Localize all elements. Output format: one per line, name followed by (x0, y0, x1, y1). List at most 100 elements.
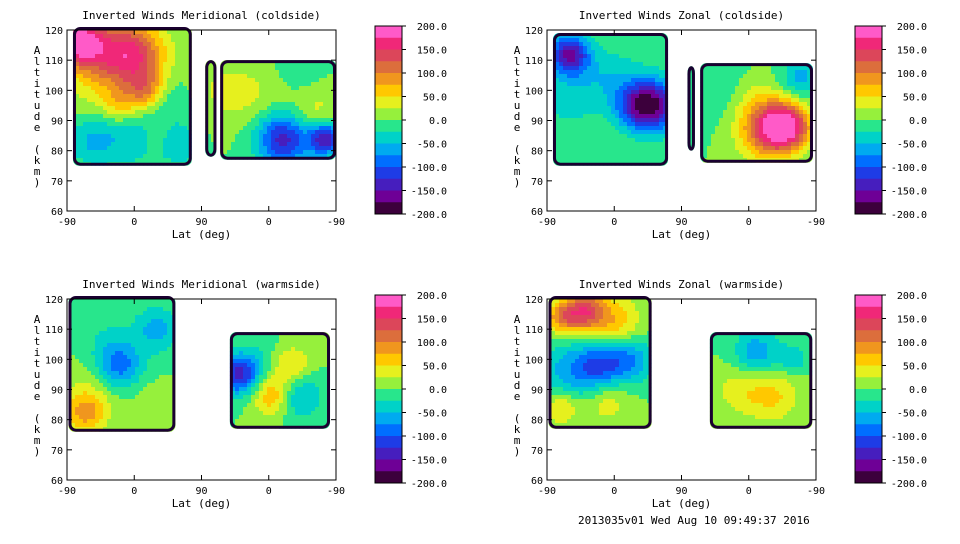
x-tick-label: 0 (266, 486, 272, 497)
x-tick-label: 90 (195, 486, 207, 497)
colorbar-tick-label: -150.0 (891, 456, 927, 467)
colorbar-swatch (375, 319, 402, 331)
x-tick-label: -90 (58, 217, 76, 228)
colorbar-tick-label: 150.0 (417, 315, 447, 326)
colorbar-swatch (375, 471, 402, 483)
x-tick-label: 0 (746, 486, 752, 497)
colorbar-swatch (375, 342, 402, 354)
colorbar-tick-label: -150.0 (411, 456, 447, 467)
colorbar-swatch (375, 460, 402, 472)
colorbar-swatch (375, 108, 402, 120)
colorbar-tick-label: 50.0 (423, 362, 447, 373)
x-tick-label: 0 (746, 217, 752, 228)
colorbar-swatch (855, 307, 882, 319)
x-axis-label: Lat (deg) (652, 497, 712, 510)
colorbar-swatch (375, 330, 402, 342)
colorbar-tick-label: 200.0 (897, 291, 927, 302)
colorbar-swatch (375, 132, 402, 144)
colorbar-tick-label: 100.0 (417, 338, 447, 349)
y-tick-label: 90 (531, 386, 543, 397)
chart-title: Inverted Winds Meridional (warmside) (82, 278, 320, 291)
colorbar-tick-label: 200.0 (897, 22, 927, 33)
x-tick-label: -90 (538, 217, 556, 228)
y-tick-label: 120 (45, 26, 63, 37)
colorbar-swatch (375, 389, 402, 401)
x-tick-label: -90 (327, 486, 345, 497)
colorbar-swatch (855, 108, 882, 120)
chart-panel-zonal-coldside: Inverted Winds Zonal (coldside)607080901… (514, 9, 927, 241)
colorbar-tick-label: 0.0 (909, 385, 927, 396)
colorbar-swatch (375, 307, 402, 319)
colorbar-tick-label: 0.0 (429, 116, 447, 127)
x-tick-label: 90 (675, 217, 687, 228)
x-tick-label: 0 (131, 486, 137, 497)
x-tick-label: -90 (58, 486, 76, 497)
colorbar-swatch (855, 448, 882, 460)
colorbar-swatch (855, 155, 882, 167)
colorbar-tick-label: -150.0 (891, 187, 927, 198)
colorbar-tick-label: 0.0 (909, 116, 927, 127)
y-tick-label: 100 (525, 355, 543, 366)
y-tick-label: 90 (531, 117, 543, 128)
colorbar-swatch (855, 401, 882, 413)
colorbar: 200.0150.0100.050.00.0-50.0-100.0-150.0-… (855, 291, 927, 490)
colorbar-swatch (855, 389, 882, 401)
colorbar-swatch (855, 61, 882, 73)
colorbar-swatch (855, 413, 882, 425)
colorbar-swatch (855, 377, 882, 389)
colorbar-swatch (855, 202, 882, 214)
chart-panel-meridional-warmside: Inverted Winds Meridional (warmside)6070… (34, 278, 447, 510)
colorbar-tick-label: -50.0 (897, 140, 927, 151)
colorbar-swatch (375, 366, 402, 378)
colorbar-swatch (375, 26, 402, 38)
chart-panel-zonal-warmside: Inverted Winds Zonal (warmside)607080901… (514, 278, 927, 510)
y-tick-label: 70 (51, 446, 63, 457)
y-tick-label: 120 (525, 295, 543, 306)
contour-field (547, 299, 820, 484)
colorbar-swatch (855, 167, 882, 179)
colorbar-swatch (855, 120, 882, 132)
colorbar-swatch (855, 85, 882, 97)
colorbar-tick-label: -50.0 (417, 140, 447, 151)
colorbar-swatch (375, 413, 402, 425)
colorbar-swatch (375, 354, 402, 366)
contour-field (67, 30, 340, 215)
x-tick-label: -90 (538, 486, 556, 497)
colorbar-tick-label: 50.0 (903, 362, 927, 373)
y-tick-label: 90 (51, 117, 63, 128)
y-tick-label: 120 (45, 295, 63, 306)
colorbar-tick-label: 100.0 (417, 69, 447, 80)
colorbar-swatch (855, 132, 882, 144)
colorbar-swatch (855, 295, 882, 307)
colorbar-tick-label: 50.0 (903, 93, 927, 104)
colorbar-swatch (855, 366, 882, 378)
colorbar-swatch (855, 330, 882, 342)
colorbar-swatch (375, 61, 402, 73)
colorbar: 200.0150.0100.050.00.0-50.0-100.0-150.0-… (375, 22, 447, 221)
colorbar-swatch (855, 38, 882, 50)
colorbar-swatch (375, 377, 402, 389)
x-tick-label: -90 (327, 217, 345, 228)
colorbar-tick-label: -100.0 (411, 163, 447, 174)
colorbar-swatch (375, 295, 402, 307)
colorbar-swatch (855, 342, 882, 354)
colorbar-tick-label: -100.0 (891, 163, 927, 174)
colorbar-swatch (855, 179, 882, 191)
x-tick-label: 0 (611, 217, 617, 228)
y-tick-label: 100 (45, 86, 63, 97)
colorbar-tick-label: 0.0 (429, 385, 447, 396)
footer-timestamp: 2013035v01 Wed Aug 10 09:49:37 2016 (578, 514, 810, 527)
x-tick-label: 90 (195, 217, 207, 228)
colorbar-swatch (855, 460, 882, 472)
colorbar-swatch (375, 144, 402, 156)
colorbar-tick-label: -200.0 (891, 210, 927, 221)
colorbar-swatch (375, 179, 402, 191)
y-tick-label: 80 (531, 416, 543, 427)
colorbar-swatch (375, 401, 402, 413)
colorbar-swatch (375, 73, 402, 85)
colorbar-swatch (855, 436, 882, 448)
colorbar-swatch (375, 436, 402, 448)
x-axis-label: Lat (deg) (652, 228, 712, 241)
